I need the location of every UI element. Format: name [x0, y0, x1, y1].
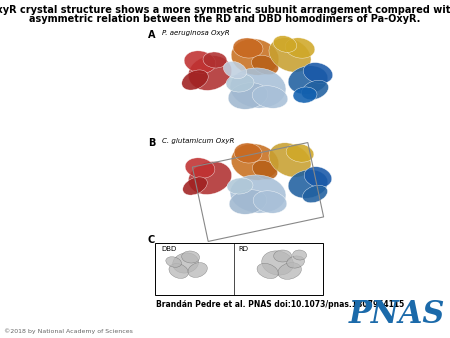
Ellipse shape: [293, 87, 317, 103]
Ellipse shape: [188, 56, 232, 90]
Ellipse shape: [257, 263, 278, 279]
Ellipse shape: [166, 257, 181, 267]
Ellipse shape: [231, 39, 279, 75]
Ellipse shape: [302, 80, 328, 100]
Ellipse shape: [183, 177, 207, 195]
Ellipse shape: [287, 256, 305, 268]
Ellipse shape: [288, 66, 328, 94]
Ellipse shape: [304, 167, 332, 187]
Text: Cg-OxyR crystal structure shows a more symmetric subunit arrangement compared wi: Cg-OxyR crystal structure shows a more s…: [0, 5, 450, 15]
Ellipse shape: [253, 191, 287, 213]
Ellipse shape: [231, 144, 279, 180]
Ellipse shape: [273, 36, 297, 52]
Text: A: A: [148, 30, 156, 40]
Ellipse shape: [229, 190, 267, 214]
Ellipse shape: [278, 263, 302, 279]
Text: C: C: [148, 235, 155, 245]
Ellipse shape: [203, 52, 227, 68]
Ellipse shape: [252, 55, 279, 75]
Ellipse shape: [303, 63, 333, 83]
Ellipse shape: [269, 38, 311, 72]
Ellipse shape: [262, 251, 293, 275]
Ellipse shape: [286, 144, 314, 162]
Text: Brandán Pedre et al. PNAS doi:10.1073/pnas.1807954115: Brandán Pedre et al. PNAS doi:10.1073/pn…: [156, 300, 404, 309]
Ellipse shape: [226, 74, 254, 92]
Ellipse shape: [173, 253, 198, 273]
Text: B: B: [148, 138, 155, 148]
Ellipse shape: [182, 70, 208, 90]
Ellipse shape: [252, 86, 288, 108]
Ellipse shape: [228, 83, 268, 109]
Text: P. aeruginosa OxyR: P. aeruginosa OxyR: [162, 30, 230, 36]
Ellipse shape: [234, 143, 262, 163]
Text: PNAS: PNAS: [349, 299, 445, 330]
Ellipse shape: [274, 250, 292, 262]
Bar: [155, 243, 323, 295]
Ellipse shape: [252, 161, 278, 179]
Ellipse shape: [182, 251, 200, 263]
Ellipse shape: [292, 250, 306, 260]
Ellipse shape: [285, 38, 315, 58]
Text: ©2018 by National Academy of Sciences: ©2018 by National Academy of Sciences: [4, 328, 133, 334]
Ellipse shape: [185, 158, 215, 178]
Ellipse shape: [230, 68, 286, 108]
Ellipse shape: [227, 178, 253, 194]
Ellipse shape: [189, 162, 232, 194]
Text: asymmetric relation between the RD and DBD homodimers of Pa-OxyR.: asymmetric relation between the RD and D…: [29, 14, 421, 24]
Ellipse shape: [184, 51, 216, 73]
Ellipse shape: [188, 263, 207, 277]
Ellipse shape: [288, 170, 328, 198]
Text: C. glutamicum OxyR: C. glutamicum OxyR: [162, 138, 234, 144]
Text: DBD: DBD: [161, 246, 176, 252]
Ellipse shape: [269, 143, 311, 177]
Ellipse shape: [169, 264, 189, 279]
Ellipse shape: [233, 38, 263, 58]
Ellipse shape: [302, 185, 328, 203]
Ellipse shape: [223, 62, 247, 78]
Ellipse shape: [230, 175, 286, 213]
Text: RD: RD: [238, 246, 248, 252]
